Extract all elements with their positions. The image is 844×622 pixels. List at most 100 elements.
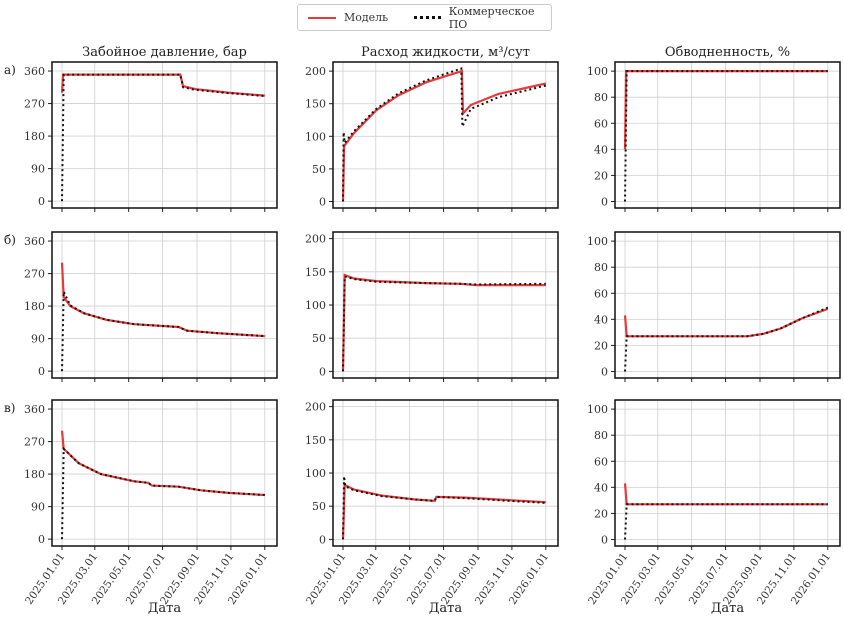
y-tick-label: 0 xyxy=(38,533,45,546)
y-tick-label: 40 xyxy=(594,481,608,494)
y-tick-label: 0 xyxy=(319,365,326,378)
y-tick-label: 0 xyxy=(601,533,608,546)
y-tick-label: 100 xyxy=(587,235,608,248)
x-axis-label: Дата xyxy=(148,601,182,616)
series-model-line xyxy=(623,307,829,338)
series-commercial-line xyxy=(624,503,828,540)
y-tick-label: 0 xyxy=(38,365,45,378)
y-tick-label: 360 xyxy=(24,65,45,78)
axes-frame xyxy=(332,231,559,379)
y-tick-label: 20 xyxy=(594,169,608,182)
row-label: в) xyxy=(4,401,15,415)
y-tick-label: 40 xyxy=(594,143,608,156)
legend-commercial-swatch xyxy=(414,16,441,19)
legend-model-swatch xyxy=(308,16,336,19)
y-tick-label: 50 xyxy=(312,500,326,513)
axes-frame xyxy=(614,231,841,379)
y-tick-label: 270 xyxy=(24,268,45,281)
y-tick-label: 90 xyxy=(31,163,45,176)
column-title: Обводненность, % xyxy=(665,45,790,60)
legend: Модель Коммерческое ПО xyxy=(297,4,552,31)
y-tick-label: 60 xyxy=(594,287,608,300)
y-tick-label: 270 xyxy=(24,436,45,449)
column-title: Расход жидкости, м³/сут xyxy=(361,45,530,60)
y-tick-label: 200 xyxy=(305,233,326,246)
axes-frame xyxy=(614,399,841,547)
y-tick-label: 100 xyxy=(587,403,608,416)
legend-model-label: Модель xyxy=(344,11,389,24)
legend-item-model: Модель xyxy=(308,11,388,24)
y-tick-label: 0 xyxy=(601,195,608,208)
y-tick-label: 180 xyxy=(24,300,45,313)
y-tick-label: 150 xyxy=(305,98,326,111)
y-tick-label: 80 xyxy=(594,261,608,274)
series-model-line xyxy=(341,483,546,540)
series-commercial-line xyxy=(61,291,265,372)
y-tick-label: 50 xyxy=(312,163,326,176)
y-tick-label: 360 xyxy=(24,235,45,248)
row-label: б) xyxy=(4,233,16,247)
y-tick-label: 100 xyxy=(587,65,608,78)
panel-0-0: 0 90 180 270 360 xyxy=(24,61,278,212)
y-tick-label: 360 xyxy=(24,403,45,416)
y-tick-label: 270 xyxy=(24,98,45,111)
series-model-line xyxy=(60,430,265,497)
series-model-line xyxy=(341,69,547,202)
legend-commercial-label: Коммерческое ПО xyxy=(448,4,535,31)
series-model-line xyxy=(60,73,265,97)
panel-2-1: 2025.01.012025.03.012025.05.012025.07.01… xyxy=(304,399,559,616)
y-tick-label: 50 xyxy=(312,332,326,345)
series-commercial-line xyxy=(61,73,265,202)
y-tick-label: 0 xyxy=(38,195,45,208)
panel-1-1: 0 50 100 150 200 xyxy=(305,231,559,382)
row-label: а) xyxy=(4,63,16,77)
y-tick-label: 100 xyxy=(305,467,326,480)
y-tick-label: 60 xyxy=(594,455,608,468)
y-tick-label: 0 xyxy=(601,365,608,378)
y-tick-label: 180 xyxy=(24,468,45,481)
y-tick-label: 90 xyxy=(31,501,45,514)
y-tick-label: 90 xyxy=(31,333,45,346)
axes-frame xyxy=(332,61,559,209)
y-tick-label: 150 xyxy=(305,266,326,279)
panel-1-2: 0 20 40 60 80 100 xyxy=(587,231,841,382)
panel-0-1: 0 50 100 150 200 xyxy=(305,61,559,212)
y-tick-label: 80 xyxy=(594,429,608,442)
axes-frame xyxy=(51,399,278,547)
y-tick-label: 0 xyxy=(319,195,326,208)
axes-frame xyxy=(51,231,278,379)
y-tick-label: 60 xyxy=(594,117,608,130)
panel-1-0: 0 90 180 270 360 xyxy=(24,231,278,382)
x-axis-label: Дата xyxy=(711,601,745,616)
axes-frame xyxy=(51,61,278,209)
series-model-line xyxy=(623,483,828,506)
series-commercial-line xyxy=(342,67,547,202)
panel-2-0: 2025.01.012025.03.012025.05.012025.07.01… xyxy=(23,399,278,616)
series-model-line xyxy=(623,69,828,150)
series-model-line xyxy=(341,273,546,372)
y-tick-label: 20 xyxy=(594,339,608,352)
y-tick-label: 180 xyxy=(24,130,45,143)
series-commercial-line xyxy=(624,306,829,372)
legend-item-commercial: Коммерческое ПО xyxy=(414,5,551,31)
axes-frame xyxy=(614,61,841,209)
series-commercial-line xyxy=(342,275,546,372)
y-tick-label: 80 xyxy=(594,91,608,104)
series-commercial-line xyxy=(61,446,265,540)
x-axis-label: Дата xyxy=(429,601,463,616)
y-tick-label: 100 xyxy=(305,130,326,143)
y-tick-label: 150 xyxy=(305,434,326,447)
y-tick-label: 20 xyxy=(594,507,608,520)
column-title: Забойное давление, бар xyxy=(82,45,247,60)
y-tick-label: 200 xyxy=(305,65,326,78)
panel-0-2: 0 20 40 60 80 100 xyxy=(587,61,841,212)
y-tick-label: 40 xyxy=(594,313,608,326)
panel-2-2: 2025.01.012025.03.012025.05.012025.07.01… xyxy=(586,399,841,616)
axes-frame xyxy=(332,399,559,547)
y-tick-label: 100 xyxy=(305,299,326,312)
series-commercial-line xyxy=(624,70,828,202)
y-tick-label: 200 xyxy=(305,401,326,414)
series-commercial-line xyxy=(342,476,546,540)
